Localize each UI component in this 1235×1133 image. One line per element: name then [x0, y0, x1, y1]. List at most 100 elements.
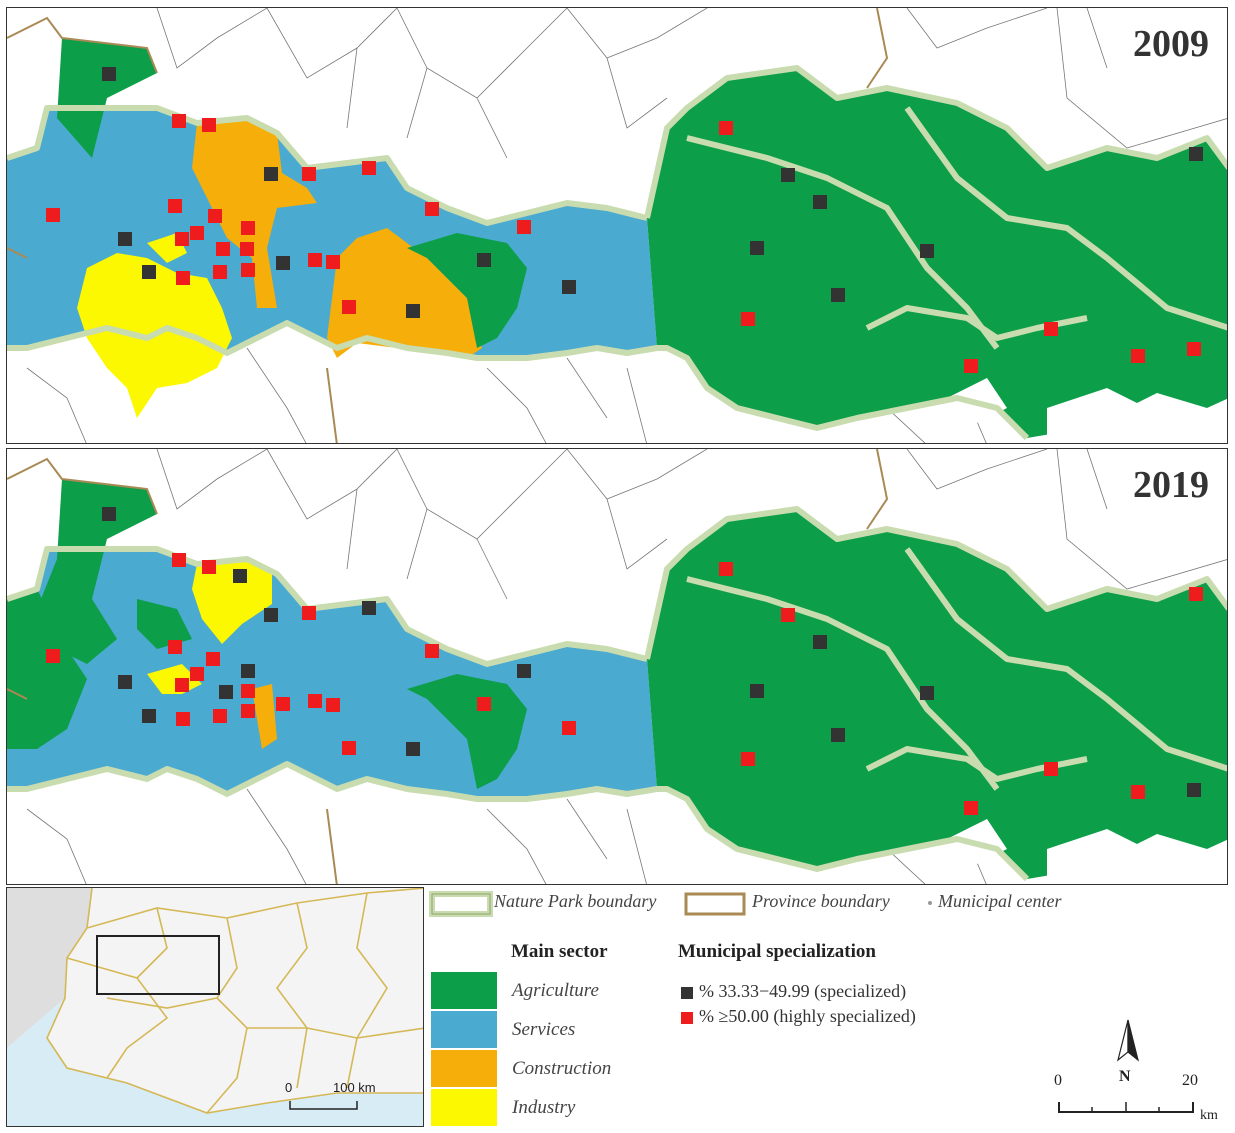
- scale-unit: km: [1200, 1108, 1218, 1123]
- province-boundary-2009: [7, 8, 889, 443]
- specialized-marker: [406, 304, 420, 318]
- highly-specialized-marker: [326, 255, 340, 269]
- specialized-marker: [562, 280, 576, 294]
- specialized-marker: [750, 684, 764, 698]
- highly-specialized-marker: [342, 300, 356, 314]
- industry-swatch: [431, 1089, 497, 1126]
- highly-specialized-marker: [168, 199, 182, 213]
- highly-specialized-marker: [190, 667, 204, 681]
- specialized-marker: [406, 742, 420, 756]
- highly-specialized-marker: [1044, 322, 1058, 336]
- highly-specialized-marker: [206, 652, 220, 666]
- highly-specialized-marker: [1131, 349, 1145, 363]
- nature-park-boundary-2009: [7, 65, 1227, 441]
- sector-areas-2009: [7, 38, 1227, 443]
- inset-scale-label: 100 km: [333, 1080, 376, 1095]
- highly-specialized-marker: [241, 684, 255, 698]
- province-boundary-swatch: [684, 892, 746, 916]
- highly-specialized-marker: [342, 741, 356, 755]
- inset-study-area-box: [96, 935, 220, 995]
- highly-specialized-marker: [719, 562, 733, 576]
- specialized-marker: [142, 709, 156, 723]
- inset-map: 0 100 km: [6, 887, 424, 1127]
- specialized-marker: [831, 288, 845, 302]
- specialized-marker: [831, 728, 845, 742]
- highly-specialized-marker: [741, 312, 755, 326]
- highly-specialized-marker: [741, 752, 755, 766]
- north-arrow-icon: [1116, 1019, 1140, 1062]
- highly-specialized-marker: [46, 208, 60, 222]
- specialized-marker: [233, 569, 247, 583]
- scale-bar: [1058, 1102, 1194, 1113]
- specialized-markers-2009: [46, 67, 1203, 373]
- highly-specialized-marker-swatch: [681, 1012, 693, 1024]
- specialized-marker: [118, 232, 132, 246]
- highly-specialized-marker: [302, 167, 316, 181]
- inset-land-west: [7, 888, 92, 1048]
- specialized-marker: [813, 195, 827, 209]
- main-sector-title: Main sector: [511, 941, 608, 962]
- specialized-marker: [142, 265, 156, 279]
- highly-specialized-marker: [241, 704, 255, 718]
- scale-twenty: 20: [1182, 1072, 1198, 1089]
- highly-specialized-label: % ≥50.00 (highly specialized): [699, 1006, 916, 1026]
- municipal-center-label: Municipal center: [938, 891, 1062, 911]
- highly-specialized-marker: [477, 697, 491, 711]
- highly-specialized-marker: [202, 118, 216, 132]
- highly-specialized-marker: [190, 226, 204, 240]
- highly-specialized-marker: [425, 644, 439, 658]
- highly-specialized-marker: [302, 606, 316, 620]
- province-boundary-2019: [7, 449, 889, 884]
- highly-specialized-marker: [175, 232, 189, 246]
- specialized-marker: [750, 241, 764, 255]
- specialized-marker: [813, 635, 827, 649]
- specialization-title: Municipal specialization: [678, 941, 876, 962]
- highly-specialized-marker: [241, 263, 255, 277]
- highly-specialized-marker: [326, 698, 340, 712]
- highly-specialized-marker: [172, 114, 186, 128]
- agriculture-swatch: [431, 972, 497, 1009]
- agriculture-label: Agriculture: [512, 980, 599, 1001]
- highly-specialized-marker: [176, 271, 190, 285]
- services-swatch: [431, 1011, 497, 1048]
- north-label: N: [1119, 1068, 1131, 1085]
- construction-swatch: [431, 1050, 497, 1087]
- specialized-marker: [920, 244, 934, 258]
- highly-specialized-marker: [202, 560, 216, 574]
- specialized-marker: [276, 256, 290, 270]
- specialized-marker: [362, 601, 376, 615]
- nature-park-swatch: [429, 891, 493, 917]
- services-label: Services: [512, 1019, 576, 1040]
- specialized-marker: [219, 685, 233, 699]
- nature-park-boundary-label: Nature Park boundary: [494, 891, 657, 911]
- specialized-marker: [477, 253, 491, 267]
- highly-specialized-marker: [216, 242, 230, 256]
- nature-park-boundary-2019: [7, 506, 1227, 882]
- specialized-markers-2019: [46, 507, 1203, 815]
- inset-scale-zero: 0: [285, 1080, 293, 1095]
- specialized-marker: [118, 675, 132, 689]
- specialized-marker-swatch: [681, 987, 693, 999]
- municipal-center-dot: [928, 901, 932, 905]
- specialized-marker: [920, 686, 934, 700]
- specialized-marker: [102, 507, 116, 521]
- highly-specialized-marker: [562, 721, 576, 735]
- inset-scale-bar: [289, 1101, 358, 1110]
- specialized-label: % 33.33−49.99 (specialized): [699, 981, 907, 1001]
- highly-specialized-marker: [168, 640, 182, 654]
- year-label-2009: 2009: [1133, 23, 1209, 65]
- specialized-marker: [102, 67, 116, 81]
- highly-specialized-marker: [964, 801, 978, 815]
- highly-specialized-marker: [308, 253, 322, 267]
- inset-map-svg: [7, 888, 423, 1126]
- highly-specialized-marker: [1044, 762, 1058, 776]
- specialized-marker: [781, 168, 795, 182]
- highly-specialized-marker: [719, 121, 733, 135]
- map-panel-2009: 2009: [6, 7, 1228, 444]
- highly-specialized-marker: [240, 242, 254, 256]
- inset-sea: [7, 998, 423, 1126]
- municipal-lines: [26, 449, 1227, 884]
- specialized-marker: [264, 608, 278, 622]
- map-2019: [7, 449, 1227, 884]
- specialized-marker: [1187, 783, 1201, 797]
